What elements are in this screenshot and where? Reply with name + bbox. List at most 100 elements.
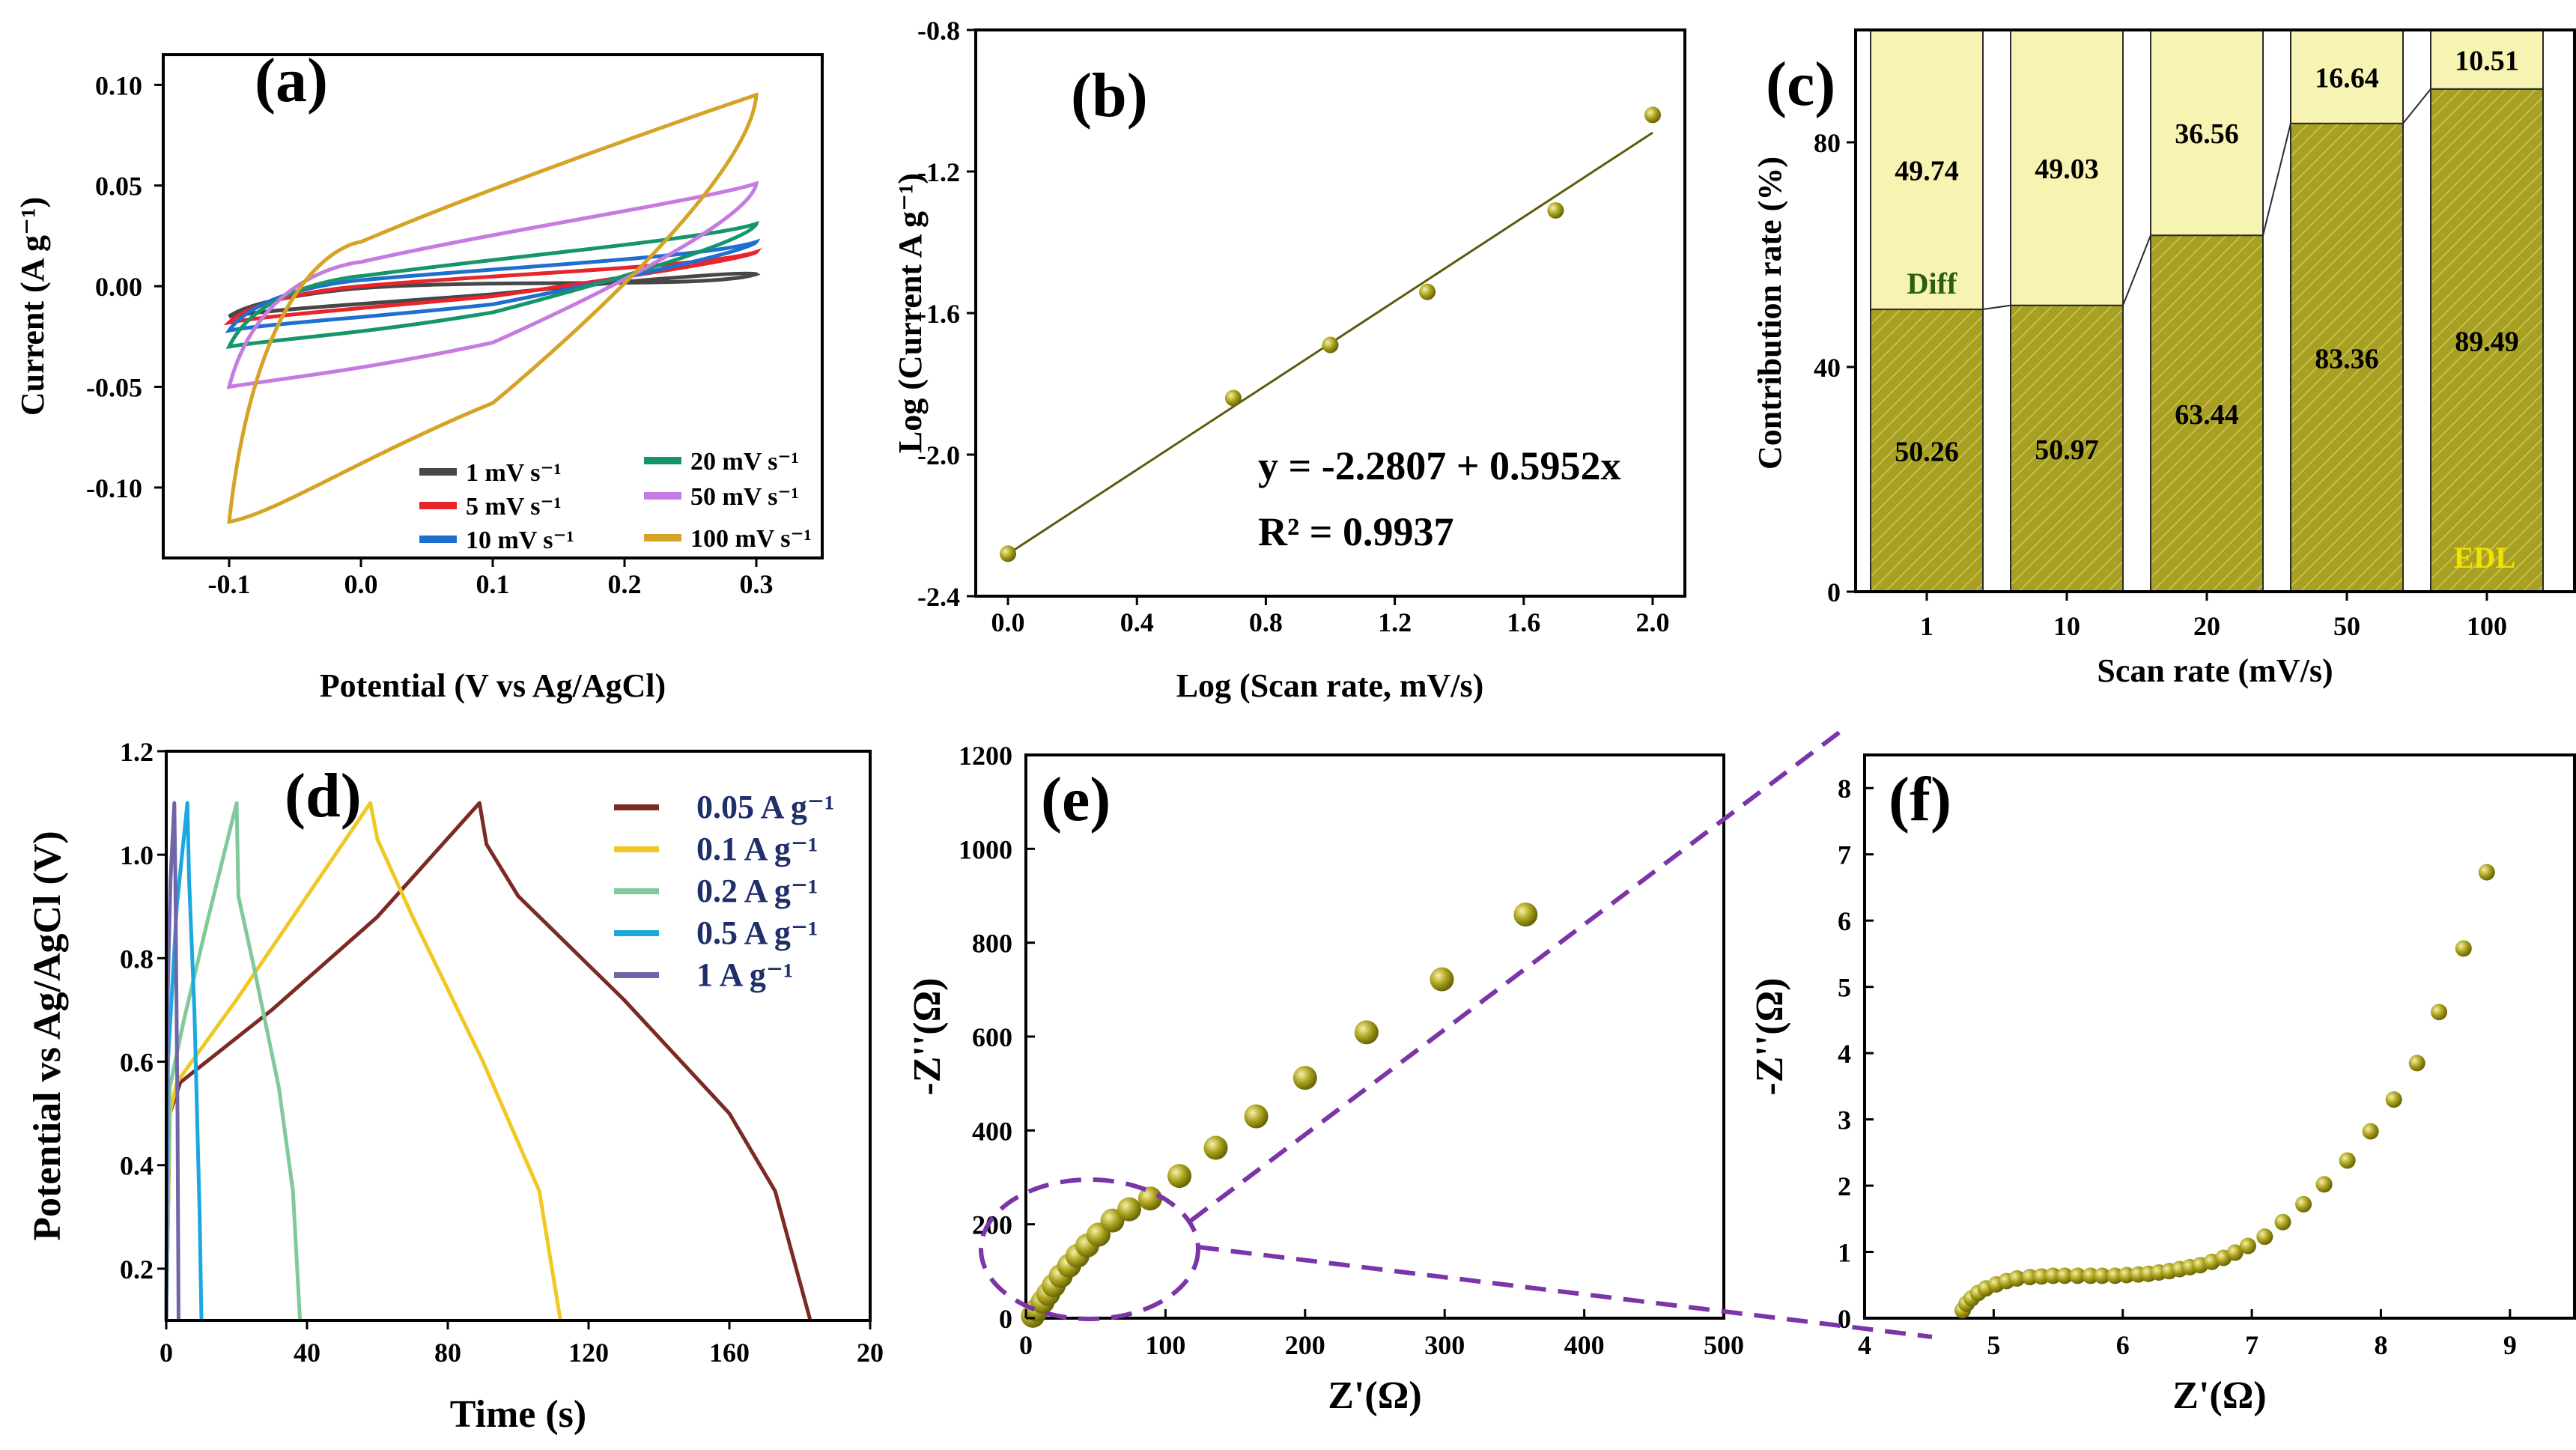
gcd-curve-series-3 xyxy=(164,801,204,1321)
y-tick-label: 7 xyxy=(1838,840,1851,870)
y-tick-label: 1200 xyxy=(959,741,1012,771)
data-point xyxy=(2118,1267,2135,1284)
bar-edl xyxy=(2150,234,2264,592)
panel-c-ticks: 0 40 80 1 10 20 50 100 xyxy=(1814,128,2507,641)
y-tick-label: 0 xyxy=(999,1304,1012,1334)
data-point xyxy=(2274,1213,2291,1231)
y-tick-label: -2.0 xyxy=(917,440,960,470)
panel-d-axes-frame xyxy=(165,750,872,1322)
bar-edl-label: 89.49 xyxy=(2455,326,2519,357)
x-tick-label: 40 xyxy=(294,1338,321,1368)
diff-annotation: Diff xyxy=(1907,267,1957,300)
cv-curves xyxy=(223,92,763,524)
bar-diff xyxy=(2150,29,2264,237)
x-tick-label: 1.2 xyxy=(1378,607,1412,637)
legend-label: 0.1 A g⁻¹ xyxy=(696,831,818,867)
x-tick-label: 0.3 xyxy=(740,569,774,599)
bar-edl-label: 83.36 xyxy=(2315,343,2379,374)
data-point xyxy=(1513,903,1538,927)
panel-f-ticks: 4 5 6 7 8 9 0 1 2 3 4 5 6 7 8 xyxy=(1838,774,2517,1360)
data-point xyxy=(2455,940,2472,957)
legend-label: 0.5 A g⁻¹ xyxy=(696,914,818,951)
data-point xyxy=(1547,201,1564,219)
y-tick-label: 0.00 xyxy=(95,272,142,302)
y-tick-label: 2 xyxy=(1838,1171,1851,1201)
data-point xyxy=(2056,1267,2074,1284)
data-point xyxy=(2362,1123,2379,1140)
y-tick-label: 0.6 xyxy=(120,1048,154,1078)
x-tick-label: 300 xyxy=(1424,1330,1465,1360)
legend-label: 1 A g⁻¹ xyxy=(696,956,793,993)
data-point xyxy=(2408,1055,2425,1072)
data-point xyxy=(1644,106,1661,124)
panel-e-xlabel: Z'(Ω) xyxy=(1328,1374,1421,1417)
panel-b-label: (b) xyxy=(1071,61,1148,130)
x-tick-label: 0 xyxy=(160,1338,173,1368)
panel-f-ylabel: -Z''(Ω) xyxy=(1749,977,1791,1095)
y-tick-label: -0.05 xyxy=(86,373,142,403)
y-tick-label: -1.6 xyxy=(917,299,960,329)
x-tick-label: 20 xyxy=(857,1338,884,1368)
cv-curve-series-0 xyxy=(228,271,761,318)
x-tick-label: 6 xyxy=(2116,1330,2130,1360)
data-point xyxy=(1322,336,1339,354)
y-tick-label: 4 xyxy=(1838,1039,1851,1069)
legend-label: 20 mV s⁻¹ xyxy=(690,448,799,476)
panel-e-ylabel: -Z''(Ω) xyxy=(906,977,949,1095)
panel-b-log-fit: 0.0 0.4 0.8 1.2 1.6 2.0 -2.4 -2.0 -1.6 -1.2 -0.8 (… xyxy=(892,16,1686,704)
data-point xyxy=(1137,1186,1162,1211)
gcd-curve-series-4 xyxy=(164,801,180,1321)
y-tick-label: 40 xyxy=(1814,353,1841,383)
bar-edl-label: 50.97 xyxy=(2035,434,2099,466)
panel-f-axes-frame xyxy=(1863,753,2576,1320)
bar-connector xyxy=(2262,123,2291,236)
fit-equation: y = -2.2807 + 0.5952x xyxy=(1258,443,1621,488)
x-tick-label: 120 xyxy=(568,1338,609,1368)
y-tick-label: 0.8 xyxy=(120,944,154,974)
x-tick-label: 200 xyxy=(1285,1330,1325,1360)
y-tick-label: 800 xyxy=(972,929,1012,959)
x-tick-label: -0.1 xyxy=(208,569,251,599)
x-tick-label: 500 xyxy=(1704,1330,1744,1360)
y-tick-label: 1 xyxy=(1838,1238,1851,1268)
y-tick-label: 5 xyxy=(1838,973,1851,1003)
cv-curve-series-1 xyxy=(223,248,763,326)
x-tick-label: 0.1 xyxy=(476,569,510,599)
y-tick-label: 8 xyxy=(1838,774,1851,804)
panel-a-ticks: -0.1 0.0 0.1 0.2 0.3 -0.10 -0.05 0.00 0.05 0.10 xyxy=(86,70,774,599)
bar-connector xyxy=(2402,88,2431,124)
panel-f-nyquist-zoom: 4 5 6 7 8 9 0 1 2 3 4 5 6 7 8 (f) Z'(Ω) -Z''(Ω) xyxy=(1749,753,2576,1417)
panel-a-cv-plot: -0.1 0.0 0.1 0.2 0.3 -0.10 -0.05 0.00 0.05 0.10 (… xyxy=(14,46,824,704)
panel-f-xlabel: Z'(Ω) xyxy=(2172,1374,2266,1417)
bar-connector xyxy=(2122,234,2151,306)
data-point xyxy=(1354,1020,1379,1045)
legend-label: 1 mV s⁻¹ xyxy=(466,459,562,487)
x-tick-label: 8 xyxy=(2374,1330,2387,1360)
legend-label: 0.05 A g⁻¹ xyxy=(696,789,834,825)
panel-d-ylabel: Potential vs Ag/AgCl (V) xyxy=(26,831,69,1240)
x-tick-label: 1 xyxy=(1920,611,1933,641)
panel-e-ticks: 0 100 200 300 400 500 0 200 400 600 800 1000 1200 xyxy=(959,741,1744,1360)
x-tick-label: 0.4 xyxy=(1120,607,1154,637)
panel-b-ticks: 0.0 0.4 0.8 1.2 1.6 2.0 -2.4 -2.0 -1.6 -1.2 -0.8 xyxy=(917,16,1669,637)
gcd-curve-series-1 xyxy=(164,801,562,1321)
bar-diff-label: 49.03 xyxy=(2035,154,2099,185)
panel-c-bars: 50.26 49.74 50.97 49.03 63.44 36.56 83.36 16.64… xyxy=(1870,29,2544,593)
bar-diff xyxy=(2290,29,2404,124)
bar-diff xyxy=(2430,29,2544,90)
panel-e-nyquist-plot: 0 100 200 300 400 500 0 200 400 600 800 1000 1200 (e… xyxy=(906,741,1744,1417)
y-tick-label: 0.05 xyxy=(95,172,142,201)
panel-b-fit-and-points xyxy=(1000,106,1661,562)
bar-diff xyxy=(2010,29,2124,306)
data-point xyxy=(2033,1268,2050,1285)
panel-c-ylabel: Contribution rate (%) xyxy=(1752,157,1788,470)
bar-edl xyxy=(2010,304,2124,592)
x-tick-label: 10 xyxy=(2053,611,2080,641)
panel-c-xlabel: Scan rate (mV/s) xyxy=(2097,652,2333,689)
data-point xyxy=(1224,389,1242,407)
x-tick-label: 9 xyxy=(2503,1330,2517,1360)
data-point xyxy=(1117,1197,1141,1222)
y-tick-label: 200 xyxy=(972,1210,1012,1240)
bar-edl-label: 63.44 xyxy=(2175,399,2239,431)
data-point xyxy=(2295,1195,2312,1213)
